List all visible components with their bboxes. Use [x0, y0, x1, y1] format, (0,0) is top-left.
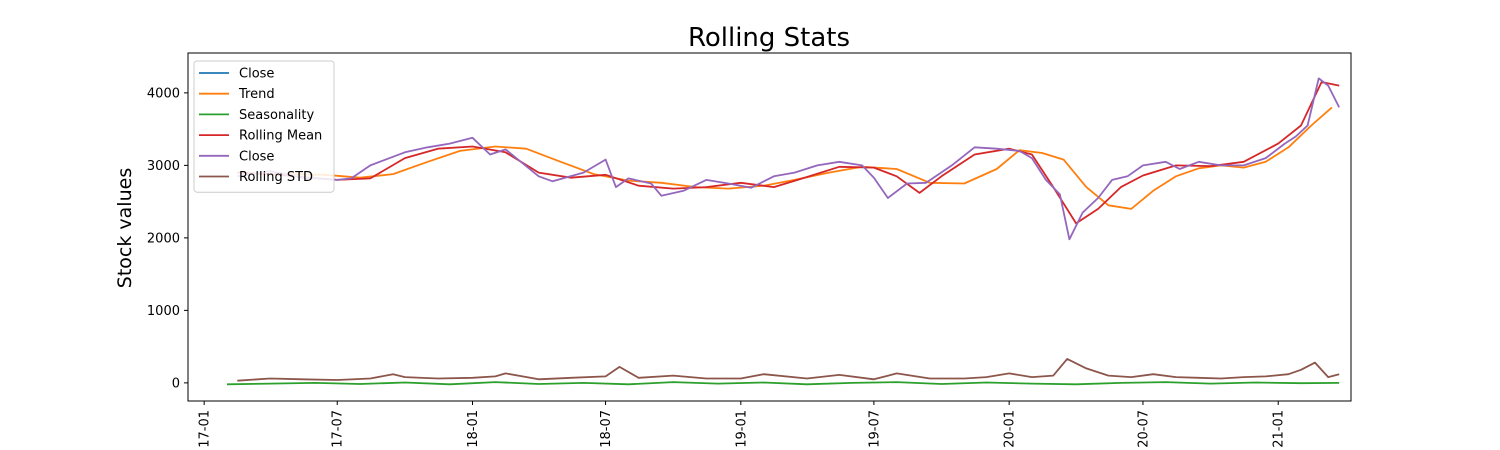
y-tick-label: 0: [172, 376, 180, 391]
legend-label: Close: [239, 67, 274, 82]
x-tick-label: 21-01: [1272, 410, 1287, 448]
series-line-3: [237, 81, 1340, 225]
legend-label: Seasonality: [239, 108, 314, 123]
legend-label: Close: [239, 149, 274, 164]
legend-label: Rolling Mean: [239, 129, 322, 144]
y-tick-label: 2000: [147, 231, 180, 246]
x-tick-label: 20-01: [1003, 410, 1018, 448]
y-tick-label: 4000: [147, 86, 180, 101]
x-axis: 17-01 17-07 18-01 18-07 19-01 19-07 20-01 20-07…: [198, 401, 1287, 448]
y-axis-label: Stock values: [114, 168, 136, 288]
series-line-5: [237, 357, 1340, 382]
legend: Close Trend Seasonality Rolling Mean Close Ro…: [193, 60, 335, 193]
series-line-1: [257, 106, 1333, 210]
x-tick-label: 18-07: [599, 410, 614, 448]
plot-frame: [187, 52, 1352, 402]
legend-label: Rolling STD: [239, 170, 313, 185]
plot-lines: [226, 77, 1341, 386]
x-tick-label: 19-01: [734, 410, 749, 448]
x-tick-label: 17-01: [198, 410, 213, 448]
series-line-2: [226, 381, 1340, 386]
chart-title: Rolling Stats: [688, 23, 850, 53]
legend-label: Trend: [238, 87, 275, 102]
y-axis: 0 1000 2000 3000 4000: [147, 86, 188, 391]
x-tick-label: 18-01: [466, 410, 481, 448]
x-tick-label: 20-07: [1136, 410, 1151, 448]
x-tick-label: 19-07: [867, 410, 882, 448]
y-tick-label: 1000: [147, 304, 180, 319]
y-tick-label: 3000: [147, 159, 180, 174]
series-line-4: [237, 77, 1341, 241]
x-tick-label: 17-07: [331, 410, 346, 448]
